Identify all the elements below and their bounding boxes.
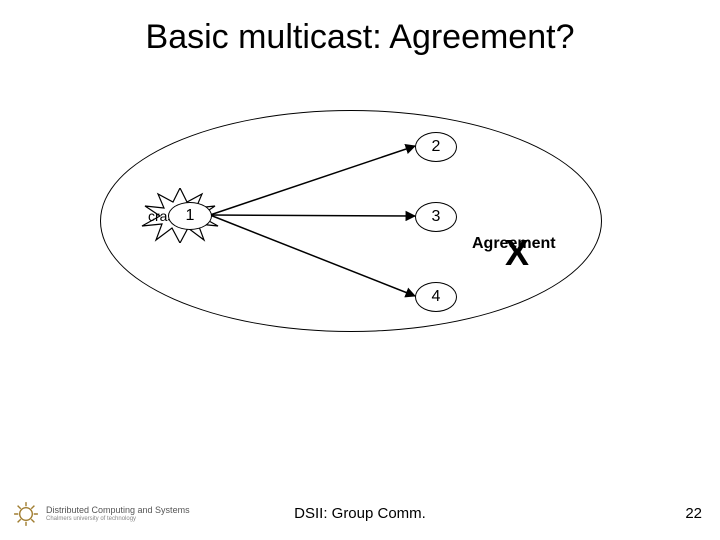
node-1-label: 1 <box>186 207 195 225</box>
node-4: 4 <box>415 282 457 312</box>
edge-1-4 <box>210 215 415 296</box>
edge-1-2 <box>210 146 415 215</box>
page-title: Basic multicast: Agreement? <box>0 18 720 57</box>
node-2: 2 <box>415 132 457 162</box>
node-2-label: 2 <box>432 138 441 156</box>
node-3-label: 3 <box>432 208 441 226</box>
edge-1-3 <box>210 215 415 216</box>
x-mark: X <box>505 232 529 274</box>
footer-center: DSII: Group Comm. <box>0 505 720 522</box>
node-1: 1 <box>168 202 212 230</box>
diagram: crash 1 2 3 4 Agreement X <box>100 110 600 370</box>
node-3: 3 <box>415 202 457 232</box>
node-4-label: 4 <box>432 288 441 306</box>
page-number: 22 <box>685 505 702 522</box>
